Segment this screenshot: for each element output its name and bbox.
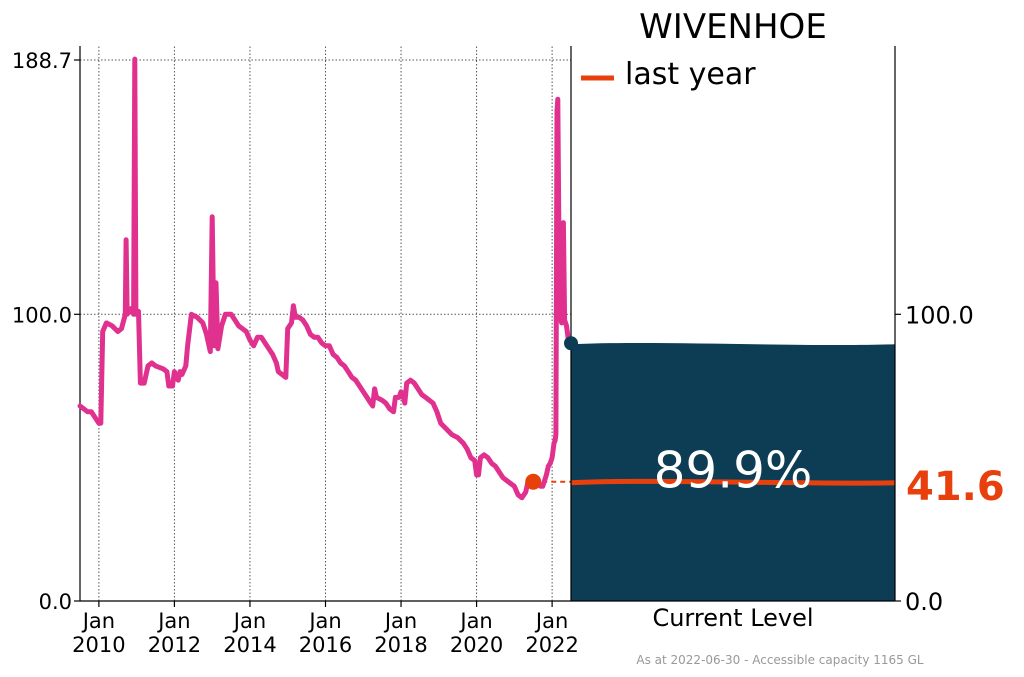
x-tick-label-6: Jan 2022 [525, 609, 578, 657]
x-tick-label-month-3: Jan [307, 609, 341, 633]
x-tick-label-0: Jan 2010 [72, 609, 125, 657]
footer-note: As at 2022-06-30 - Accessible capacity 1… [636, 653, 924, 667]
x-tick-label-year-1: 2012 [148, 633, 201, 657]
left-y-tick-labels: 0.0 100.0 188.7 [12, 49, 80, 614]
axes [79, 46, 896, 602]
x-tick-label-year-0: 2010 [72, 633, 125, 657]
current-level-panel: 89.9% [533, 342, 896, 601]
last-year-point [525, 473, 542, 490]
x-tick-label-5: Jan 2020 [450, 609, 503, 657]
current-level-label: Current Level [652, 604, 813, 632]
left-y-tick-label-0: 0.0 [39, 590, 72, 614]
x-tick-label-month-0: Jan [81, 609, 115, 633]
current-percent-label: 89.9% [654, 442, 813, 500]
x-tick-label-month-6: Jan [534, 609, 568, 633]
current-level-fill [571, 342, 895, 601]
current-level-point [564, 336, 578, 351]
x-tick-label-year-5: 2020 [450, 633, 503, 657]
last-year-value-label: 41.6 [906, 464, 1005, 510]
x-tick-label-3: Jan 2016 [299, 609, 352, 657]
right-y-tick-labels: 0.0 100.0 [895, 301, 974, 616]
x-tick-label-month-1: Jan [156, 609, 190, 633]
x-tick-label-month-4: Jan [383, 609, 417, 633]
x-tick-label-2: Jan 2014 [223, 609, 276, 657]
x-tick-label-year-2: 2014 [223, 633, 276, 657]
left-y-tick-label-1: 100.0 [12, 303, 72, 327]
x-tick-label-year-4: 2018 [374, 633, 427, 657]
left-y-tick-label-2: 188.7 [12, 49, 72, 73]
last-year-line [570, 478, 896, 486]
x-tick-label-year-3: 2016 [299, 633, 352, 657]
x-tick-label-month-2: Jan [232, 609, 266, 633]
history-series-line [77, 56, 574, 501]
x-tick-label-month-5: Jan [458, 609, 492, 633]
legend-label: last year [625, 57, 756, 92]
x-tick-label-4: Jan 2018 [374, 609, 427, 657]
x-tick-label-year-6: 2022 [525, 633, 578, 657]
x-tick-label-1: Jan 2012 [148, 609, 201, 657]
right-y-tick-label-1: 100.0 [905, 301, 974, 329]
right-y-tick-label-0: 0.0 [905, 588, 943, 616]
chart-title: WIVENHOE [639, 7, 827, 47]
grid-lines [80, 46, 571, 601]
